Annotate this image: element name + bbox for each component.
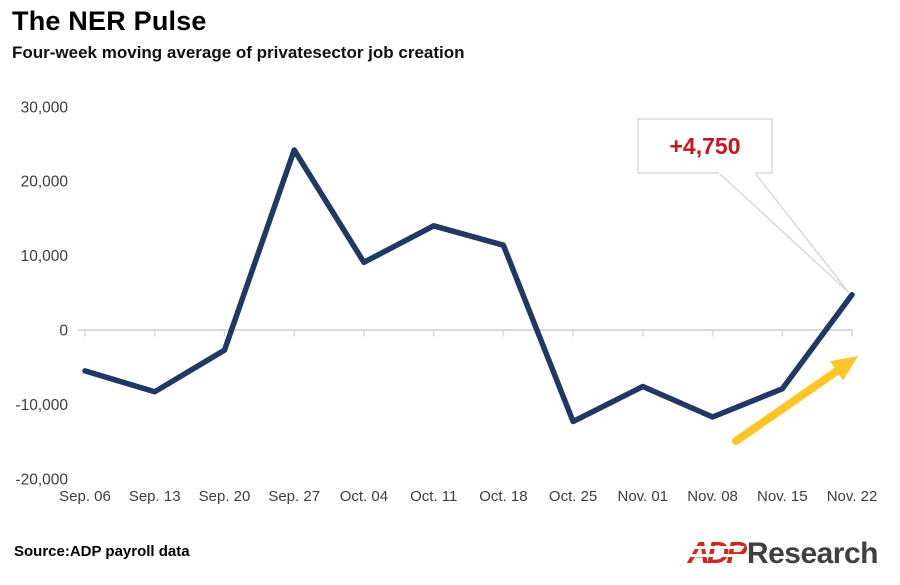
y-axis-labels: 30,000 20,000 10,000 0 -10,000 -20,000 xyxy=(15,99,68,488)
x-axis-label: Nov. 01 xyxy=(618,488,669,505)
y-axis-label: -10,000 xyxy=(15,397,68,414)
x-axis-ticks xyxy=(84,331,853,337)
adp-logo-icon: ADP xyxy=(684,535,747,571)
callout-leader-line xyxy=(754,172,850,293)
x-axis-label: Nov. 22 xyxy=(827,488,878,505)
adp-research-logo: ADP Research xyxy=(684,535,879,571)
y-axis-label: 20,000 xyxy=(21,174,69,191)
x-axis-label: Sep. 13 xyxy=(129,488,181,505)
x-axis-label: Oct. 11 xyxy=(410,488,457,505)
page-subtitle: Four-week moving average of privatesecto… xyxy=(12,43,465,62)
x-axis-label: Oct. 25 xyxy=(549,488,597,505)
page-title: The NER Pulse xyxy=(12,6,207,36)
research-label: Research xyxy=(746,537,879,570)
x-axis-label: Nov. 08 xyxy=(687,488,738,505)
x-axis-label: Nov. 15 xyxy=(757,488,808,505)
trend-up-arrow-icon xyxy=(732,356,858,445)
x-axis-label: Sep. 20 xyxy=(199,488,251,505)
y-axis-label: 30,000 xyxy=(21,99,69,116)
y-axis-label: -20,000 xyxy=(15,471,68,488)
y-axis-label: 0 xyxy=(59,323,68,340)
x-axis-labels: Sep. 06 Sep. 13 Sep. 20 Sep. 27 Oct. 04 Oct. … xyxy=(59,488,877,505)
callout-leader-line xyxy=(718,172,850,293)
data-line-series xyxy=(82,147,855,425)
x-axis-label: Oct. 18 xyxy=(479,488,527,505)
source-text: Source:ADP payroll data xyxy=(14,543,190,560)
x-axis-label: Sep. 06 xyxy=(59,488,111,505)
y-axis-label: 10,000 xyxy=(21,248,69,265)
x-axis-label: Sep. 27 xyxy=(268,488,320,505)
annotation-value: +4,750 xyxy=(670,133,741,159)
x-axis-label: Oct. 04 xyxy=(340,488,388,505)
callout-box: +4,750 xyxy=(637,118,773,174)
